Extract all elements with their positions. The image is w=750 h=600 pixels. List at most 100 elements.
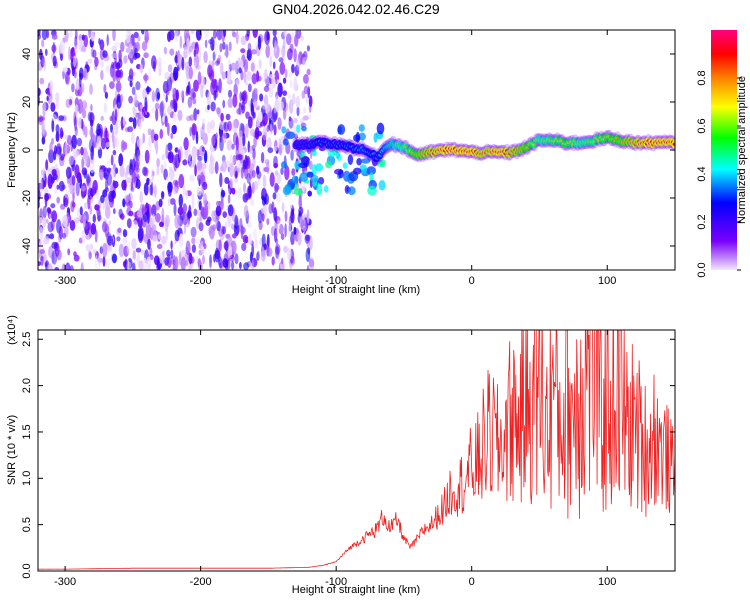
spectrogram-cell — [222, 211, 227, 219]
spectrogram-cell — [222, 41, 226, 50]
spectrogram-cell — [253, 228, 258, 240]
spectrogram-cell — [64, 134, 69, 140]
spectrogram-cell — [125, 30, 131, 44]
spectrogram-cell — [245, 123, 249, 138]
spectrogram-cell — [273, 145, 278, 152]
snr-scale-note: (x10⁴) — [6, 315, 18, 345]
spectrogram-cell — [251, 73, 258, 85]
spectrogram-cell — [230, 62, 237, 71]
spectrogram-cell — [200, 84, 204, 99]
spectrogram-cell — [102, 189, 108, 198]
spectrogram-cell — [49, 142, 53, 154]
snr-y-axis: 0.0 0.5 1.0 1.5 2.0 2.5 — [21, 332, 675, 579]
spectrogram-cell — [145, 224, 152, 239]
spectrogram-cell — [304, 234, 310, 244]
spectrogram-cell — [293, 117, 298, 124]
spectrogram-cell — [69, 30, 73, 38]
spectrogram-cell — [70, 46, 76, 58]
spectrogram-cell — [237, 159, 241, 175]
spectrogram-cell — [282, 90, 288, 96]
spectrogram-cell — [46, 218, 49, 224]
spectrogram-cell — [296, 58, 300, 71]
colorbar: 0.0 0.2 0.4 0.6 0.8 Normalized spectral ampl… — [696, 30, 748, 278]
spectrogram-cell — [292, 93, 296, 105]
ridge-core — [672, 142, 675, 146]
spectrogram-cell — [196, 113, 199, 125]
spectrogram-cell — [126, 241, 131, 255]
spectrogram-cell — [177, 109, 183, 121]
spectrogram-cell — [167, 64, 173, 73]
spectrogram-cell — [229, 254, 235, 262]
spectrogram-cell — [45, 159, 49, 171]
colorbar-label: Normalized spectral amplitude — [736, 76, 748, 224]
spectrogram-cell — [120, 139, 125, 153]
spectrogram-cell — [247, 140, 250, 153]
spectrogram-cell — [104, 91, 108, 99]
spectrogram-cell — [253, 87, 258, 95]
spectrogram-cell — [185, 189, 189, 201]
spectrogram-cell — [136, 210, 142, 218]
spectrogram-cell — [232, 233, 237, 239]
spectrogram-cell — [308, 160, 313, 170]
spectrogram-cell — [224, 177, 230, 184]
spectrogram-cell — [257, 210, 263, 224]
spectrogram-cell — [273, 124, 277, 136]
spectrogram-cell — [185, 240, 191, 256]
spectrogram-cell — [38, 261, 42, 267]
spectrogram-cell — [103, 167, 109, 180]
x-tick-label: 0 — [469, 275, 475, 287]
spectrogram-cell — [179, 35, 183, 49]
spectrogram-cell — [195, 238, 200, 244]
spectrogram-cell — [50, 114, 57, 122]
spectrogram-cell — [182, 203, 187, 214]
spectrogram-cell — [215, 214, 219, 228]
spectrogram-cell — [223, 131, 227, 144]
spectrogram-cell — [278, 143, 283, 156]
spectrogram-cell — [261, 134, 267, 147]
spectrogram-cell — [128, 95, 134, 104]
spectrogram-cell — [222, 258, 228, 268]
spectrogram-cell — [178, 193, 183, 208]
spectrogram-cell — [242, 193, 249, 203]
spectrogram-cell — [144, 30, 149, 44]
spectrogram-cell — [137, 36, 141, 42]
spectrogram-cell — [245, 111, 250, 119]
spectrogram-cell — [295, 95, 300, 108]
spectrogram-cell — [210, 151, 213, 166]
spectrogram-cell — [204, 39, 208, 48]
colorbar-axis: 0.0 0.2 0.4 0.6 0.8 — [696, 70, 741, 278]
y-tick-label: 2.5 — [21, 332, 33, 347]
spectrogram-cell — [100, 69, 104, 81]
spectrogram-cell — [62, 232, 67, 239]
spectrogram-cell — [240, 48, 246, 54]
spectrogram-cell — [142, 257, 148, 270]
spectrogram-cell — [229, 178, 233, 189]
spectrogram-cell — [54, 266, 60, 270]
spectrogram-cell — [143, 52, 149, 59]
spectrogram-cell — [108, 168, 111, 175]
spectrogram-cell — [49, 80, 52, 94]
spectrogram-cell — [324, 185, 329, 193]
y-tick-label: 40 — [21, 48, 33, 60]
spectrogram-cell — [243, 182, 246, 193]
spectrogram-cell — [122, 229, 128, 238]
spectrogram-cell — [308, 95, 313, 108]
spectrogram-cell — [159, 128, 164, 140]
spectrogram-cell — [197, 71, 202, 85]
spectrogram-cell — [306, 209, 310, 224]
spectrogram-cell — [83, 67, 88, 79]
spectrogram-cell — [243, 204, 249, 219]
spectrogram-cell — [115, 137, 120, 149]
spectrogram-cell — [129, 80, 133, 88]
spectrogram-cell — [105, 65, 110, 74]
spectrogram-cell — [254, 127, 260, 140]
spectrogram-cell — [65, 71, 69, 84]
spectrogram-cell — [108, 190, 115, 203]
spectrogram-cell — [302, 106, 307, 114]
spectrogram-cell — [154, 102, 160, 110]
spectrogram-cell — [154, 231, 158, 242]
spectrogram-cell — [127, 126, 134, 133]
spectrogram-cell — [136, 138, 143, 147]
spectrogram-cell — [281, 202, 285, 213]
spectrogram-cell — [106, 160, 111, 166]
